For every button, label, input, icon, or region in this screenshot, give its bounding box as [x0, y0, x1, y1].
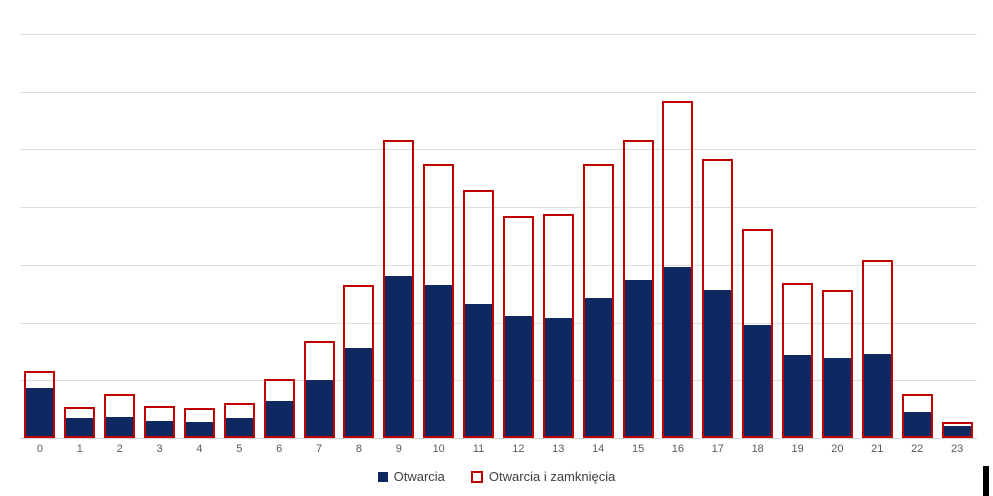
- bar-otwarcia-9[interactable]: [383, 275, 415, 438]
- bar-otwarcia-i-zamkniecia-3[interactable]: [144, 405, 176, 438]
- bar-otwarcia-10[interactable]: [423, 284, 455, 438]
- bar-otwarcia-i-zamkniecia-11[interactable]: [463, 190, 495, 438]
- gridline: [20, 207, 977, 209]
- bar-otwarcia-11[interactable]: [463, 303, 495, 438]
- x-axis-line: [20, 438, 977, 439]
- gridline: [20, 149, 977, 151]
- bar-otwarcia-23[interactable]: [941, 425, 973, 438]
- x-tick-label: 16: [671, 443, 685, 455]
- x-tick-label: 20: [831, 443, 844, 455]
- bar-otwarcia-15[interactable]: [622, 280, 654, 438]
- bar-otwarcia-1[interactable]: [64, 418, 96, 438]
- bar-otwarcia-i-zamkniecia-23[interactable]: [941, 421, 973, 438]
- x-tick-label: 4: [196, 443, 203, 455]
- bar-otwarcia-i-zamkniecia-5[interactable]: [223, 402, 255, 438]
- x-tick-label: 10: [432, 443, 445, 455]
- gridline: [20, 34, 977, 35]
- x-tick-label: 1: [76, 443, 83, 455]
- bar-otwarcia-3[interactable]: [144, 420, 176, 438]
- x-tick-label: 13: [552, 443, 565, 455]
- x-tick-label: 5: [236, 443, 243, 455]
- bar-otwarcia-20[interactable]: [821, 358, 853, 438]
- bar-otwarcia-i-zamkniecia-20[interactable]: [821, 290, 853, 438]
- bar-otwarcia-13[interactable]: [542, 318, 574, 438]
- bar-otwarcia-i-zamkniecia-17[interactable]: [702, 158, 734, 438]
- bar-otwarcia-i-zamkniecia-1[interactable]: [64, 406, 96, 438]
- x-tick-label: 22: [911, 443, 924, 455]
- plot-area: [20, 34, 977, 439]
- x-tick-label: 11: [472, 443, 485, 455]
- legend-swatch-filled-icon: [377, 471, 388, 482]
- bar-otwarcia-18[interactable]: [742, 324, 774, 438]
- legend-item-otwarcia[interactable]: Otwarcia: [377, 469, 445, 484]
- bar-otwarcia-i-zamkniecia-19[interactable]: [782, 282, 814, 438]
- x-tick-label: 9: [395, 443, 402, 455]
- bar-otwarcia-i-zamkniecia-4[interactable]: [183, 408, 215, 438]
- bar-otwarcia-i-zamkniecia-18[interactable]: [742, 229, 774, 438]
- bar-otwarcia-i-zamkniecia-9[interactable]: [383, 140, 415, 438]
- gridline: [20, 264, 977, 266]
- bar-otwarcia-i-zamkniecia-10[interactable]: [423, 164, 455, 438]
- bar-otwarcia-i-zamkniecia-13[interactable]: [542, 213, 574, 438]
- x-tick-label: 7: [316, 443, 323, 455]
- x-tick-label: 0: [36, 443, 43, 455]
- bar-otwarcia-8[interactable]: [343, 348, 375, 438]
- bar-otwarcia-19[interactable]: [782, 354, 814, 438]
- bar-otwarcia-21[interactable]: [861, 354, 893, 438]
- x-tick-label: 17: [711, 443, 724, 455]
- legend: Otwarcia Otwarcia i zamknięcia: [0, 469, 993, 484]
- x-tick-label: 2: [116, 443, 123, 455]
- legend-label-otwarcia: Otwarcia: [393, 469, 445, 484]
- bar-otwarcia-7[interactable]: [303, 379, 335, 438]
- x-tick-label: 23: [950, 443, 964, 455]
- x-tick-label: 19: [791, 443, 804, 455]
- gridline: [20, 91, 977, 93]
- bar-otwarcia-i-zamkniecia-6[interactable]: [263, 379, 295, 438]
- legend-label-otwarcia-i-zamkniecia: Otwarcia i zamknięcia: [488, 469, 616, 484]
- bar-otwarcia-0[interactable]: [24, 388, 56, 438]
- bar-otwarcia-i-zamkniecia-2[interactable]: [104, 393, 136, 438]
- x-tick-label: 6: [276, 443, 283, 455]
- screen-edge-black-bar: [983, 466, 989, 496]
- bar-otwarcia-4[interactable]: [183, 421, 215, 438]
- gridline: [20, 380, 977, 382]
- bar-otwarcia-22[interactable]: [901, 412, 933, 438]
- bar-otwarcia-i-zamkniecia-8[interactable]: [343, 284, 375, 438]
- x-tick-label: 12: [512, 443, 525, 455]
- x-tick-label: 3: [156, 443, 163, 455]
- x-tick-label: 21: [871, 443, 884, 455]
- bar-otwarcia-5[interactable]: [223, 417, 255, 438]
- legend-swatch-outline-icon: [470, 470, 483, 483]
- bar-otwarcia-i-zamkniecia-14[interactable]: [582, 163, 614, 438]
- bar-otwarcia-i-zamkniecia-16[interactable]: [662, 100, 694, 438]
- gridline: [20, 322, 977, 324]
- bar-otwarcia-16[interactable]: [662, 266, 694, 438]
- bar-otwarcia-i-zamkniecia-12[interactable]: [502, 215, 534, 438]
- legend-item-otwarcia-i-zamkniecia[interactable]: Otwarcia i zamknięcia: [470, 469, 616, 484]
- bar-otwarcia-i-zamkniecia-21[interactable]: [861, 260, 893, 438]
- bar-otwarcia-12[interactable]: [502, 315, 534, 438]
- bar-otwarcia-14[interactable]: [582, 298, 614, 438]
- bar-otwarcia-17[interactable]: [702, 290, 734, 438]
- bar-otwarcia-2[interactable]: [104, 417, 136, 438]
- bar-otwarcia-i-zamkniecia-7[interactable]: [303, 340, 335, 438]
- bar-otwarcia-i-zamkniecia-0[interactable]: [24, 371, 56, 438]
- x-tick-label: 8: [355, 443, 362, 455]
- bar-otwarcia-6[interactable]: [263, 400, 295, 438]
- x-tick-label: 15: [631, 443, 645, 455]
- bar-otwarcia-i-zamkniecia-15[interactable]: [622, 139, 654, 438]
- x-tick-label: 18: [751, 443, 764, 455]
- bar-otwarcia-i-zamkniecia-22[interactable]: [901, 393, 933, 438]
- x-tick-label: 14: [592, 443, 605, 455]
